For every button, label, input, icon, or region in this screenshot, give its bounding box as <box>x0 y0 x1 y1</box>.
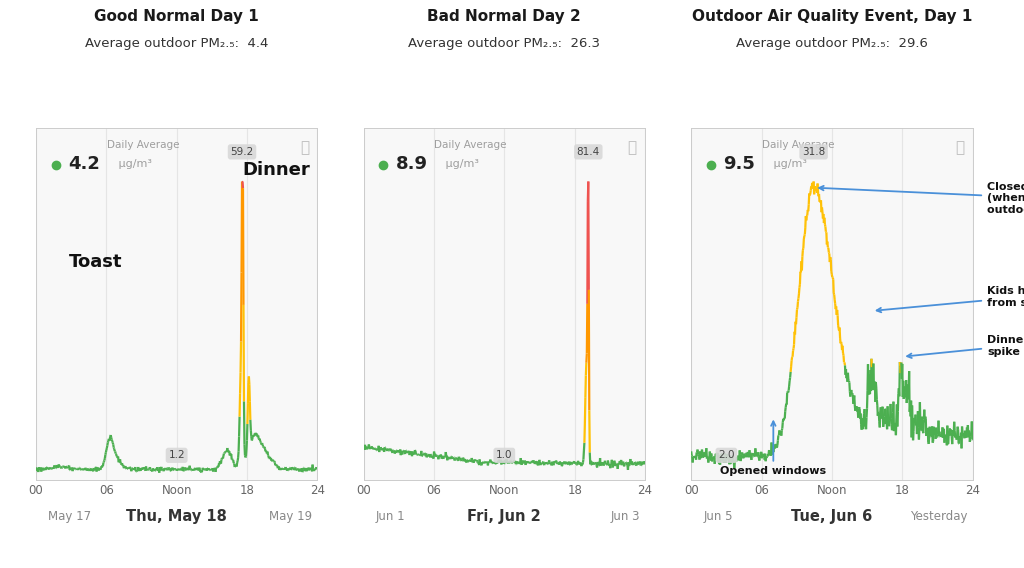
Text: Bad Normal Day 2: Bad Normal Day 2 <box>427 9 582 23</box>
Text: Closed windows
(when I learned of
outdoor air issue): Closed windows (when I learned of outdoo… <box>819 182 1024 215</box>
Text: May 17: May 17 <box>48 511 91 523</box>
Text: 1.0: 1.0 <box>496 450 513 460</box>
Text: ⧄: ⧄ <box>628 140 637 155</box>
Text: Kids home
from school: Kids home from school <box>877 286 1024 312</box>
Text: Dinner: Dinner <box>243 161 310 179</box>
Text: 81.4: 81.4 <box>577 147 600 157</box>
Text: Daily Average: Daily Average <box>762 140 835 150</box>
Text: μg/m³: μg/m³ <box>115 159 152 169</box>
Text: Average outdoor PM₂.₅:  4.4: Average outdoor PM₂.₅: 4.4 <box>85 37 268 50</box>
Text: 8.9: 8.9 <box>396 155 428 173</box>
Text: Daily Average: Daily Average <box>434 140 507 150</box>
Text: Toast: Toast <box>69 253 123 270</box>
Text: ⧄: ⧄ <box>955 140 965 155</box>
Text: Thu, May 18: Thu, May 18 <box>126 509 227 524</box>
Text: Daily Average: Daily Average <box>106 140 179 150</box>
Text: Fri, Jun 2: Fri, Jun 2 <box>467 509 542 524</box>
Text: Dinner
spike: Dinner spike <box>907 335 1024 358</box>
Text: μg/m³: μg/m³ <box>770 159 807 169</box>
Text: μg/m³: μg/m³ <box>442 159 479 169</box>
Text: Jun 3: Jun 3 <box>610 511 640 523</box>
Text: Yesterday: Yesterday <box>910 511 968 523</box>
Text: ⧄: ⧄ <box>300 140 309 155</box>
Text: Jun 5: Jun 5 <box>703 511 733 523</box>
Text: Tue, Jun 6: Tue, Jun 6 <box>792 509 872 524</box>
Text: 31.8: 31.8 <box>802 147 825 157</box>
Text: May 19: May 19 <box>269 511 312 523</box>
Text: Jun 1: Jun 1 <box>376 511 406 523</box>
Text: Good Normal Day 1: Good Normal Day 1 <box>94 9 259 23</box>
Text: 4.2: 4.2 <box>69 155 100 173</box>
Text: 9.5: 9.5 <box>724 155 756 173</box>
Text: Average outdoor PM₂.₅:  26.3: Average outdoor PM₂.₅: 26.3 <box>409 37 600 50</box>
Text: 2.0: 2.0 <box>718 450 734 460</box>
Text: 1.2: 1.2 <box>168 450 185 460</box>
Text: Average outdoor PM₂.₅:  29.6: Average outdoor PM₂.₅: 29.6 <box>736 37 928 50</box>
Text: Outdoor Air Quality Event, Day 1: Outdoor Air Quality Event, Day 1 <box>692 9 972 23</box>
Text: 59.2: 59.2 <box>230 147 254 157</box>
Text: Opened windows: Opened windows <box>720 421 826 477</box>
